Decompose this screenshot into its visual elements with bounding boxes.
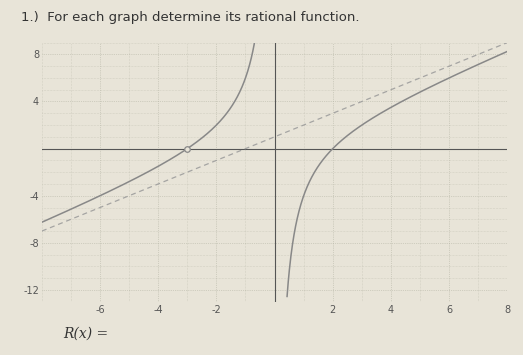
Text: R(x) =: R(x) = bbox=[63, 327, 108, 341]
Text: 1.)  For each graph determine its rational function.: 1.) For each graph determine its rationa… bbox=[21, 11, 359, 24]
